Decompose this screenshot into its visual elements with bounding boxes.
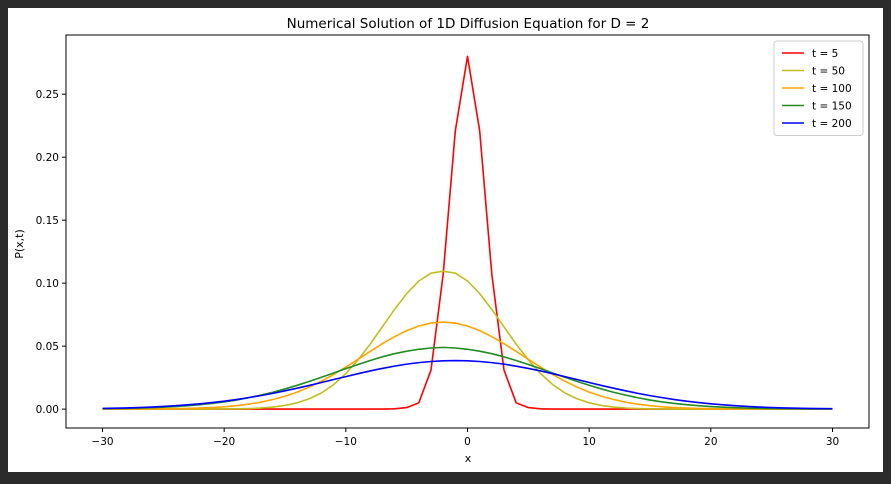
legend-label: t = 200 — [812, 118, 852, 130]
x-tick-label: −30 — [91, 436, 113, 448]
legend-label: t = 5 — [812, 48, 838, 60]
legend-label: t = 150 — [812, 101, 852, 113]
plot-area-frame — [65, 34, 870, 429]
y-tick-label: 0.10 — [36, 278, 59, 290]
x-tick-label: −20 — [213, 436, 235, 448]
y-tick-label: 0.20 — [36, 152, 59, 164]
series-layer — [102, 55, 833, 410]
x-axis: −30 −20 −10 0 10 20 30 — [91, 428, 839, 448]
x-tick-label: 0 — [464, 436, 471, 448]
legend-label: t = 50 — [812, 66, 845, 78]
figure-panel: Numerical Solution of 1D Diffusion Equat… — [8, 8, 883, 472]
series-line-4 — [102, 346, 833, 410]
y-axis: 0.00 0.05 0.10 0.15 0.20 0.25 — [36, 89, 66, 416]
series-line-2 — [102, 270, 833, 410]
legend: t = 5 t = 50 t = 100 t = 150 t = 200 — [773, 40, 864, 136]
chart-title: Numerical Solution of 1D Diffusion Equat… — [287, 16, 650, 32]
legend-label: t = 100 — [812, 83, 852, 95]
x-tick-label: 10 — [582, 436, 595, 448]
x-tick-label: −10 — [335, 436, 357, 448]
x-tick-label: 30 — [826, 436, 839, 448]
x-tick-label: 20 — [704, 436, 717, 448]
series-line-3 — [102, 321, 833, 410]
series-line-5 — [102, 359, 833, 410]
y-axis-label: P(x,t) — [13, 229, 26, 259]
legend-box — [773, 40, 864, 136]
y-tick-label: 0.00 — [36, 404, 59, 416]
y-tick-label: 0.15 — [36, 215, 59, 227]
diffusion-chart: Numerical Solution of 1D Diffusion Equat… — [13, 16, 870, 465]
series-line-1 — [102, 55, 833, 410]
x-axis-label: x — [465, 452, 472, 465]
y-tick-label: 0.05 — [36, 341, 59, 353]
y-tick-label: 0.25 — [36, 89, 59, 101]
